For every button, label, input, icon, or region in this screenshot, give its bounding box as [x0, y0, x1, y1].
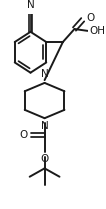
Text: N: N — [41, 69, 48, 79]
Text: O: O — [40, 154, 49, 164]
Text: OH: OH — [89, 26, 105, 36]
Text: O: O — [86, 13, 94, 23]
Text: N: N — [41, 121, 48, 131]
Text: O: O — [20, 130, 28, 140]
Text: N: N — [27, 0, 34, 10]
